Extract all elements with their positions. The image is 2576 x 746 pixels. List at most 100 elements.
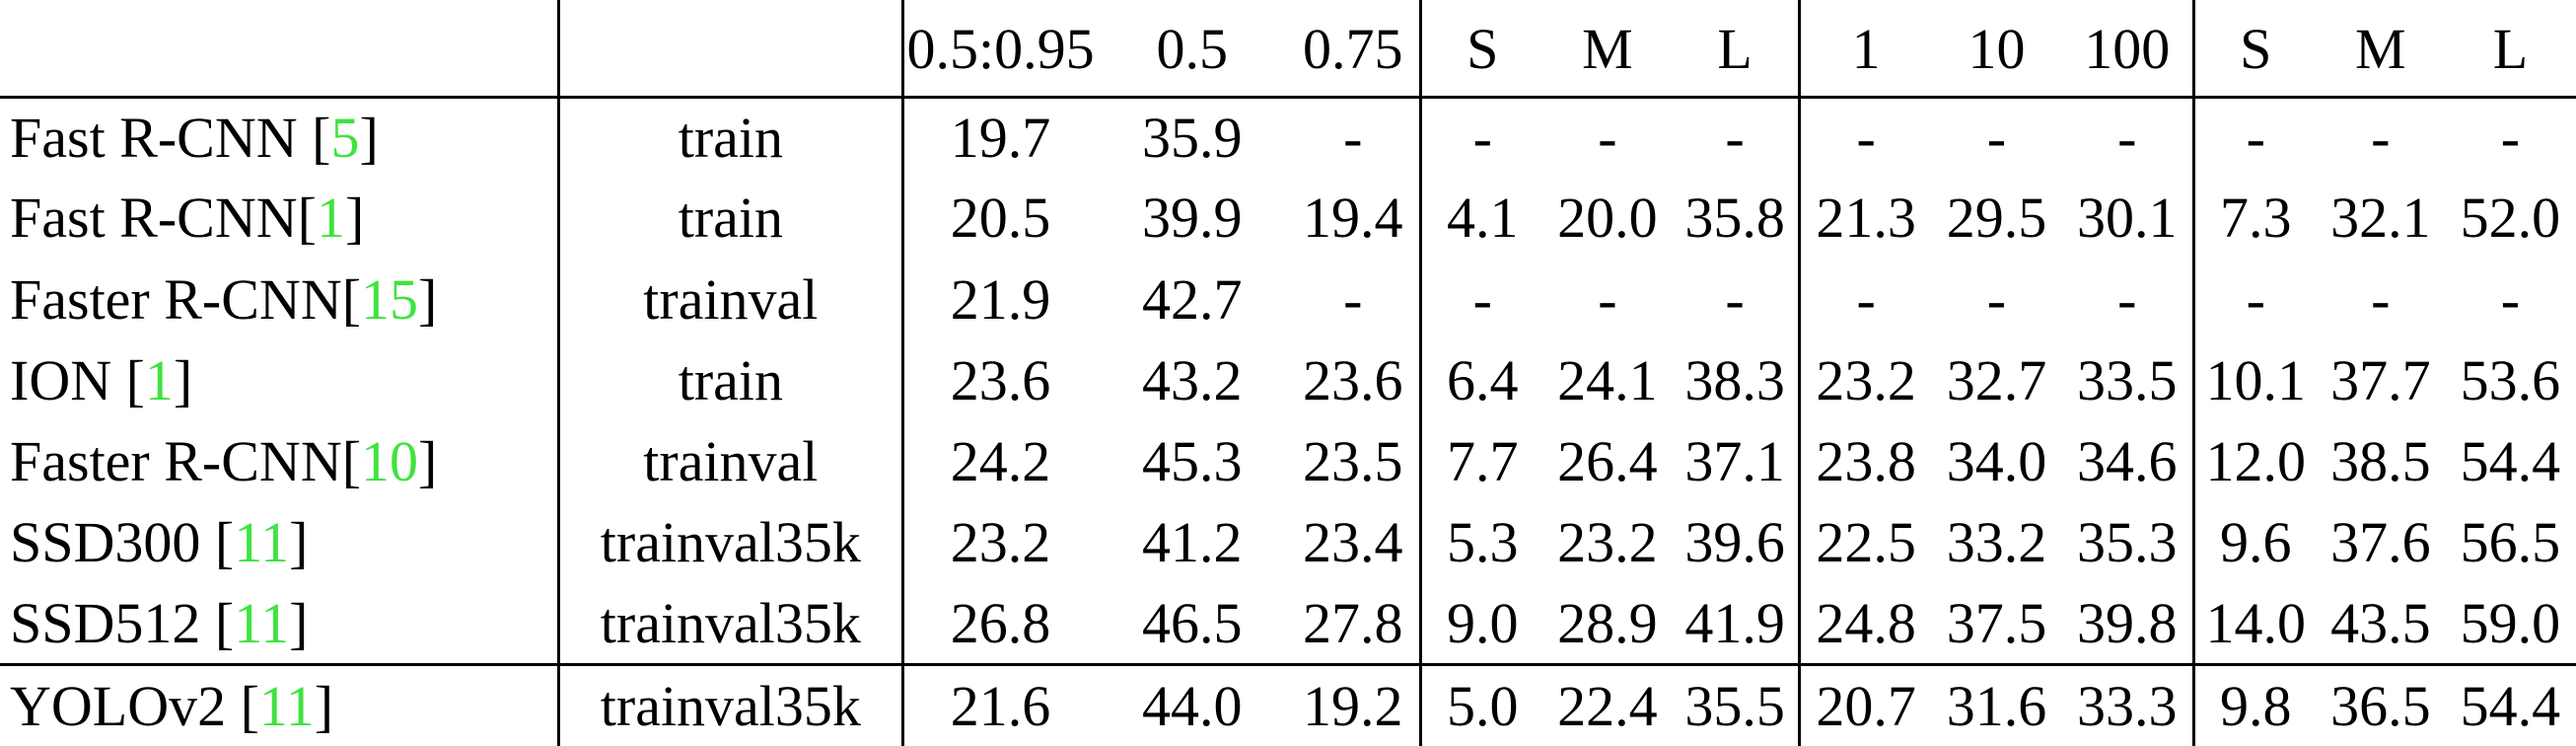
method-cell: Faster R-CNN[15] bbox=[0, 260, 559, 340]
citation-link[interactable]: 11 bbox=[234, 590, 290, 655]
value-cell: - bbox=[2117, 105, 2137, 170]
value-cell: - bbox=[2500, 266, 2521, 332]
value-cell: 23.6 bbox=[900, 339, 1098, 421]
citation-close: ] bbox=[359, 105, 379, 170]
value-cell: 4.1 bbox=[1418, 178, 1543, 260]
value-cell: - bbox=[1725, 105, 1745, 170]
value-cell: 20.0 bbox=[1557, 186, 1658, 251]
header-ar-l: L bbox=[2444, 0, 2576, 99]
value-cell: 24.2 bbox=[900, 421, 1098, 503]
method-cell: Fast R-CNN [5] bbox=[0, 97, 559, 178]
value-cell: 23.2 bbox=[900, 502, 1098, 584]
citation-link[interactable]: 5 bbox=[330, 105, 360, 170]
value-cell: 39.6 bbox=[1684, 510, 1785, 575]
value-cell: - bbox=[1598, 266, 1617, 332]
value-cell: 6.4 bbox=[1418, 339, 1543, 421]
value-cell: - bbox=[1418, 259, 1543, 340]
data-cell: train bbox=[557, 97, 903, 179]
value-cell: - bbox=[1598, 105, 1617, 170]
value-cell: 21.3 bbox=[1798, 178, 1931, 260]
header-method bbox=[0, 0, 559, 99]
method-name: Faster R-CNN[ bbox=[10, 429, 362, 494]
value-cell: 59.0 bbox=[2460, 590, 2561, 655]
value-cell: 33.2 bbox=[1946, 510, 2047, 575]
value-cell: 35.5 bbox=[1671, 663, 1800, 746]
value-cell: 19.4 bbox=[1303, 186, 1403, 251]
table-row: YOLOv2 [11] trainval35k 21.6 44.0 19.2 5.0 22.… bbox=[0, 663, 2576, 746]
value-cell: - bbox=[1418, 97, 1543, 179]
table-row: Fast R-CNN [5] train 19.7 35.9- - - - - - - - - - bbox=[0, 97, 2576, 179]
value-cell: 52.0 bbox=[2460, 186, 2561, 251]
value-cell: 10.1 bbox=[2191, 339, 2317, 421]
citation-link[interactable]: 1 bbox=[316, 186, 345, 251]
value-cell: - bbox=[2191, 97, 2317, 179]
value-cell: 27.8 bbox=[1303, 590, 1403, 655]
value-cell: 23.5 bbox=[1303, 429, 1403, 494]
table-body: Fast R-CNN [5] train 19.7 35.9- - - - - - - - - - Fas… bbox=[0, 97, 2576, 746]
data-cell: trainval bbox=[557, 259, 903, 340]
method-cell: Faster R-CNN[10] bbox=[0, 421, 559, 502]
citation-link[interactable]: 15 bbox=[361, 266, 419, 332]
value-cell: 30.1 bbox=[2077, 186, 2178, 251]
method-cell: SSD512 [11] bbox=[0, 584, 559, 665]
value-cell: - bbox=[2371, 266, 2391, 332]
citation-close: ] bbox=[289, 510, 309, 575]
value-cell: 23.6 bbox=[1303, 347, 1403, 412]
citation-link[interactable]: 10 bbox=[361, 429, 419, 494]
citation-link[interactable]: 1 bbox=[144, 347, 174, 412]
value-cell: 34.6 bbox=[2077, 429, 2178, 494]
value-cell: 9.8 bbox=[2191, 663, 2317, 746]
table-row: SSD512 [11] trainval35k 26.8 46.5 27.8 9.0 28.… bbox=[0, 583, 2576, 665]
value-cell: 54.4 bbox=[2460, 429, 2561, 494]
value-cell: 38.3 bbox=[1684, 347, 1785, 412]
method-name: YOLOv2 [ bbox=[10, 673, 259, 738]
value-cell: 37.7 bbox=[2330, 347, 2431, 412]
method-cell: ION [1] bbox=[0, 340, 559, 421]
citation-close: ] bbox=[418, 429, 438, 494]
value-cell: 37.1 bbox=[1684, 429, 1785, 494]
value-cell: 33.5 bbox=[2077, 347, 2178, 412]
method-name: SSD300 [ bbox=[10, 510, 235, 575]
method-name: Fast R-CNN [ bbox=[10, 105, 331, 170]
value-cell: - bbox=[1798, 97, 1931, 179]
value-cell: 21.9 bbox=[900, 259, 1098, 340]
value-cell: 35.8 bbox=[1684, 186, 1785, 251]
value-cell: 44.0 bbox=[1097, 663, 1287, 746]
value-cell: 7.3 bbox=[2191, 178, 2317, 260]
citation-link[interactable]: 11 bbox=[258, 673, 315, 738]
value-cell: - bbox=[2371, 105, 2391, 170]
value-cell: 35.9 bbox=[1142, 105, 1243, 170]
value-cell: 36.5 bbox=[2316, 663, 2445, 746]
method-cell: SSD300 [11] bbox=[0, 502, 559, 583]
header-ap-0.5-0.95: 0.5:0.95 bbox=[900, 0, 1098, 99]
value-cell: 19.2 bbox=[1286, 663, 1421, 746]
citation-close: ] bbox=[173, 347, 193, 412]
data-cell: trainval35k bbox=[557, 663, 903, 746]
value-cell: 14.0 bbox=[2191, 583, 2317, 665]
table-row: Fast R-CNN[1] train 20.5 39.9 19.4 4.1 20.0 35.… bbox=[0, 178, 2576, 260]
table-row: Faster R-CNN[10] trainval 24.2 45.3 23.5 7.7 2… bbox=[0, 421, 2576, 503]
header-ar-s: S bbox=[2191, 0, 2317, 99]
value-cell: 20.7 bbox=[1798, 663, 1931, 746]
value-cell: - bbox=[2191, 259, 2317, 340]
value-cell: - bbox=[2500, 105, 2521, 170]
value-cell: 54.4 bbox=[2444, 663, 2576, 746]
table-row: SSD300 [11] trainval35k 23.2 41.2 23.4 5.3 23.… bbox=[0, 502, 2576, 584]
header-ap-m: M bbox=[1542, 0, 1672, 99]
header-data bbox=[557, 0, 903, 99]
method-cell: Fast R-CNN[1] bbox=[0, 178, 559, 259]
value-cell: 34.0 bbox=[1946, 429, 2047, 494]
header-ar-m: M bbox=[2316, 0, 2445, 99]
citation-link[interactable]: 11 bbox=[234, 510, 290, 575]
header-ar-10: 10 bbox=[1930, 0, 2062, 99]
value-cell: 24.1 bbox=[1557, 347, 1658, 412]
value-cell: 41.2 bbox=[1142, 510, 1243, 575]
method-cell: YOLOv2 [11] bbox=[0, 663, 559, 746]
value-cell: - bbox=[2117, 266, 2137, 332]
value-cell: 26.8 bbox=[900, 583, 1098, 665]
value-cell: 56.5 bbox=[2460, 510, 2561, 575]
value-cell: 37.6 bbox=[2330, 510, 2431, 575]
method-name: SSD512 [ bbox=[10, 590, 235, 655]
value-cell: 45.3 bbox=[1142, 429, 1243, 494]
